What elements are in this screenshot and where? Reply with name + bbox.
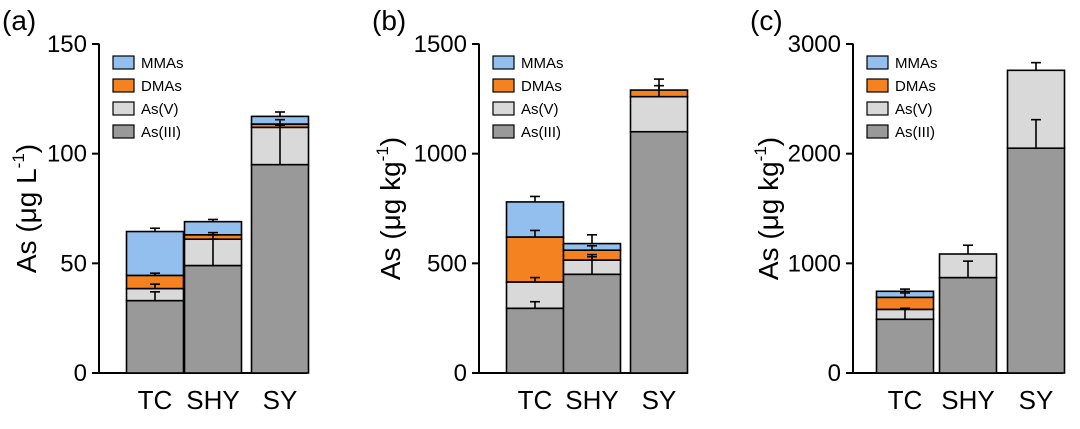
bar-segment-mmas xyxy=(125,230,185,277)
y-tick-label: 150 xyxy=(47,31,87,58)
y-axis-label-sup: -1 xyxy=(751,146,770,161)
y-tick-label: 500 xyxy=(427,250,467,277)
legend-swatch-dmas xyxy=(492,78,515,93)
bar-stack-tc xyxy=(125,227,185,374)
legend-label: As(III) xyxy=(521,124,561,141)
legend-label: MMAs xyxy=(141,55,184,72)
x-tick-label: TC xyxy=(518,385,553,415)
legend-label: As(III) xyxy=(141,124,181,141)
legend-swatch-mmas xyxy=(492,55,515,70)
bar-segment-asiii xyxy=(938,276,998,374)
panel-a: (a) As (μg L-1) 0 50 100 150 TC SHY SY MMAs DMAs As… xyxy=(2,5,310,415)
y-tick-label: 1000 xyxy=(788,250,841,277)
legend-swatch-asiii xyxy=(112,124,135,139)
x-tick-label: SY xyxy=(642,385,677,415)
bar-stack-shy xyxy=(183,218,243,374)
x-tick-label: SHY xyxy=(186,385,239,415)
legend-label: DMAs xyxy=(895,78,936,95)
legend-swatch-dmas xyxy=(112,78,135,93)
bar-stack-shy xyxy=(562,234,622,374)
legend-label: DMAs xyxy=(521,78,562,95)
legend-label: As(V) xyxy=(521,101,559,118)
panel-c: (c) As (μg kg-1) 0 1000 2000 3000 TC SHY SY MMAs D… xyxy=(750,5,1066,415)
y-axis-label-end: ) xyxy=(753,137,784,146)
x-tick-label: SHY xyxy=(565,385,618,415)
legend-swatch-asiii xyxy=(492,124,515,139)
bar-segment-asiii xyxy=(505,307,565,374)
panel-letter: (c) xyxy=(750,5,783,36)
x-tick-label: TC xyxy=(138,385,173,415)
panel-letter: (b) xyxy=(372,5,406,36)
y-tick-label: 2000 xyxy=(788,141,841,168)
y-tick-label: 1000 xyxy=(414,141,467,168)
x-tick-label: SY xyxy=(263,385,298,415)
legend: MMAs DMAs As(V) As(III) xyxy=(112,55,184,141)
bar-segment-asiii xyxy=(1006,147,1066,374)
y-axis-label-sup: -1 xyxy=(9,153,28,168)
legend-swatch-asv xyxy=(866,101,889,116)
legend-swatch-asv xyxy=(112,101,135,116)
legend-label: DMAs xyxy=(141,78,182,95)
y-tick-label: 1500 xyxy=(414,31,467,58)
legend: MMAs DMAs As(V) As(III) xyxy=(866,55,938,141)
panel-b: (b) As (μg kg-1) 0 500 1000 1500 TC SHY SY MMAs DM… xyxy=(372,5,689,415)
y-axis-label-sup: -1 xyxy=(373,146,392,161)
y-axis-label: As (μg L-1) xyxy=(9,144,42,273)
bar-segment-asiii xyxy=(875,318,935,374)
y-tick-label: 0 xyxy=(454,360,467,387)
legend-label: MMAs xyxy=(895,55,938,72)
y-axis-label-end: ) xyxy=(11,144,42,153)
y-tick-label: 0 xyxy=(74,360,87,387)
panel-letter: (a) xyxy=(2,5,36,36)
bar-stack-sy xyxy=(250,111,310,374)
bar-segment-asiii xyxy=(183,264,243,374)
bar-segment-asiii xyxy=(250,163,310,374)
y-axis-label-main: As (μg L xyxy=(11,168,42,273)
legend-label: As(V) xyxy=(895,101,933,118)
x-tick-label: SHY xyxy=(941,385,994,415)
bar-stack-shy xyxy=(938,244,998,374)
legend-swatch-mmas xyxy=(112,55,135,70)
legend: MMAs DMAs As(V) As(III) xyxy=(492,55,564,141)
bar-stack-tc xyxy=(505,195,565,374)
legend-label: As(III) xyxy=(895,124,935,141)
y-axis-label-end: ) xyxy=(375,137,406,146)
y-tick-label: 100 xyxy=(47,141,87,168)
y-axis-label: As (μg kg-1) xyxy=(373,137,406,280)
y-tick-label: 3000 xyxy=(788,31,841,58)
y-axis-label-main: As (μg kg xyxy=(375,161,406,280)
bar-stack-sy xyxy=(1006,61,1066,374)
legend-swatch-mmas xyxy=(866,55,889,70)
legend-label: As(V) xyxy=(141,101,179,118)
y-tick-label: 50 xyxy=(60,250,87,277)
legend-swatch-asv xyxy=(492,101,515,116)
bar-segment-asiii xyxy=(125,299,185,374)
bar-stack-tc xyxy=(875,288,935,374)
bar-segment-asiii xyxy=(629,130,689,374)
y-axis-label: As (μg kg-1) xyxy=(751,137,784,280)
y-axis-label-main: As (μg kg xyxy=(753,161,784,280)
bar-segment-dmas xyxy=(505,236,565,283)
legend-swatch-dmas xyxy=(866,78,889,93)
bar-stack-sy xyxy=(629,78,689,374)
x-tick-label: SY xyxy=(1019,385,1054,415)
y-tick-label: 0 xyxy=(828,360,841,387)
legend-swatch-asiii xyxy=(866,124,889,139)
bar-segment-asiii xyxy=(562,273,622,374)
legend-label: MMAs xyxy=(521,55,564,72)
bar-segment-asv xyxy=(629,95,689,133)
x-tick-label: TC xyxy=(888,385,923,415)
